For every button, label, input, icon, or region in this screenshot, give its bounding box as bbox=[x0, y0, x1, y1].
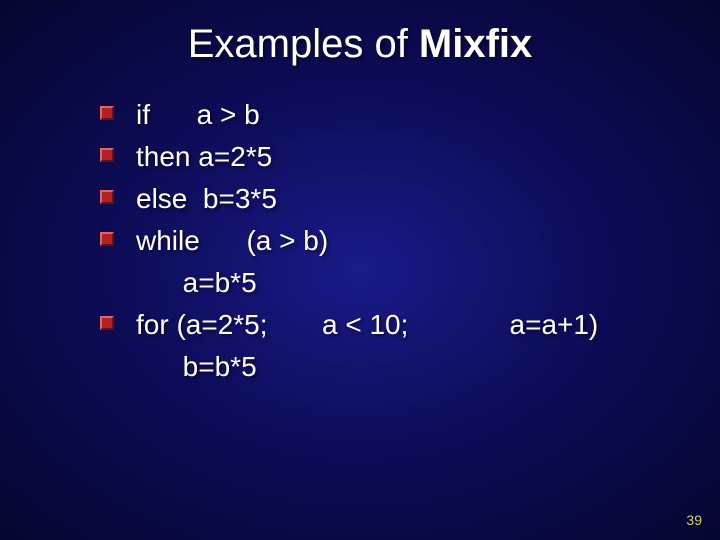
bullet-icon bbox=[100, 106, 114, 120]
line-text: for (a=2*5; a < 10; a=a+1) bbox=[136, 307, 598, 343]
line-text: b=b*5 bbox=[136, 349, 257, 385]
line-text: while (a > b) bbox=[136, 223, 328, 259]
bullet-icon bbox=[100, 148, 114, 162]
line-text: else b=3*5 bbox=[136, 181, 277, 217]
bullet-icon bbox=[100, 232, 114, 246]
bullet-icon bbox=[100, 190, 114, 204]
list-item: then a=2*5 bbox=[100, 139, 680, 175]
list-item: if a > b bbox=[100, 97, 680, 133]
title-plain: Examples of bbox=[188, 22, 419, 66]
list-item: a=b*5 bbox=[100, 265, 680, 301]
title-bold: Mixfix bbox=[419, 22, 532, 66]
slide-body: if a > b then a=2*5 else b=3*5 while (a … bbox=[0, 97, 720, 385]
line-text: if a > b bbox=[136, 97, 260, 133]
bullet-icon bbox=[100, 316, 114, 330]
line-text: then a=2*5 bbox=[136, 139, 272, 175]
line-text: a=b*5 bbox=[136, 265, 257, 301]
list-item: while (a > b) bbox=[100, 223, 680, 259]
slide-number: 39 bbox=[686, 512, 702, 528]
slide-title: Examples of Mixfix bbox=[0, 0, 720, 97]
list-item: b=b*5 bbox=[100, 349, 680, 385]
list-item: else b=3*5 bbox=[100, 181, 680, 217]
list-item: for (a=2*5; a < 10; a=a+1) bbox=[100, 307, 680, 343]
